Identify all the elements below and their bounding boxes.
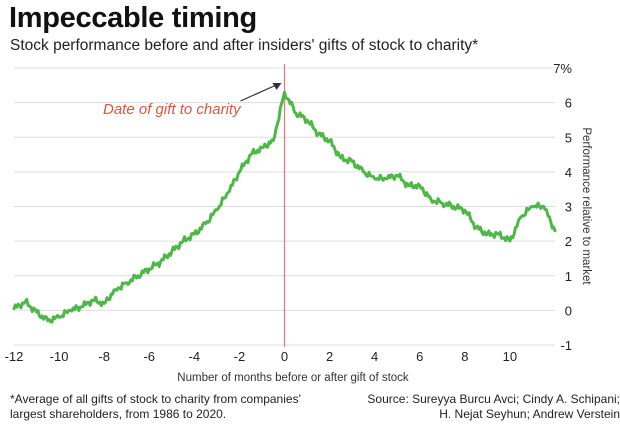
y-axis-label: Performance relative to market <box>580 127 592 285</box>
y-tick-label: 3 <box>565 200 572 215</box>
footnote-line-2: largest shareholders, from 1986 to 2020. <box>10 407 227 421</box>
x-tick-label: 0 <box>281 349 288 364</box>
x-tick-label: 2 <box>326 349 333 364</box>
chart-subtitle: Stock performance before and after insid… <box>10 37 479 54</box>
x-tick-label: -4 <box>189 349 201 364</box>
y-axis-ticks: -1 0 1 2 3 4 5 6 7% <box>553 61 572 353</box>
footnote: *Average of all gifts of stock to charit… <box>10 392 340 422</box>
y-tick-label: 6 <box>565 96 572 111</box>
y-tick-label: -1 <box>560 338 572 353</box>
x-tick-label: 4 <box>371 349 378 364</box>
chart-title: Impeccable timing <box>9 2 257 34</box>
x-tick-label: -2 <box>234 349 246 364</box>
y-tick-label: 1 <box>565 269 572 284</box>
source-line-2: H. Nejat Seyhun; Andrew Verstein <box>439 407 620 421</box>
x-tick-label: 8 <box>461 349 468 364</box>
x-tick-label: 6 <box>416 349 423 364</box>
series-group <box>12 90 557 324</box>
series-line <box>12 90 557 324</box>
gift-date-annotation: Date of gift to charity <box>103 101 242 118</box>
footnote-line-1: *Average of all gifts of stock to charit… <box>10 392 301 406</box>
source-line-1: Source: Sureyya Burcu Avci; Cindy A. Sch… <box>367 392 620 406</box>
source-credit: Source: Sureyya Burcu Avci; Cindy A. Sch… <box>340 392 620 422</box>
annotation-arrowhead-icon <box>272 83 282 90</box>
annotation-arrow-icon <box>240 83 279 102</box>
y-tick-label: 2 <box>565 234 572 249</box>
x-axis-ticks: -12 -10 -8 -6 -4 -2 0 2 4 6 8 10 <box>5 349 518 364</box>
x-tick-label: -10 <box>50 349 69 364</box>
x-tick-label: 10 <box>503 349 517 364</box>
y-tick-label: 4 <box>565 165 572 180</box>
y-tick-label: 0 <box>565 303 572 318</box>
x-tick-label: -12 <box>5 349 24 364</box>
x-axis-label: Number of months before or after gift of… <box>177 372 409 384</box>
x-tick-label: -8 <box>98 349 110 364</box>
y-tick-label: 5 <box>565 130 572 145</box>
x-tick-label: -6 <box>143 349 155 364</box>
y-tick-label: 7% <box>553 61 572 76</box>
